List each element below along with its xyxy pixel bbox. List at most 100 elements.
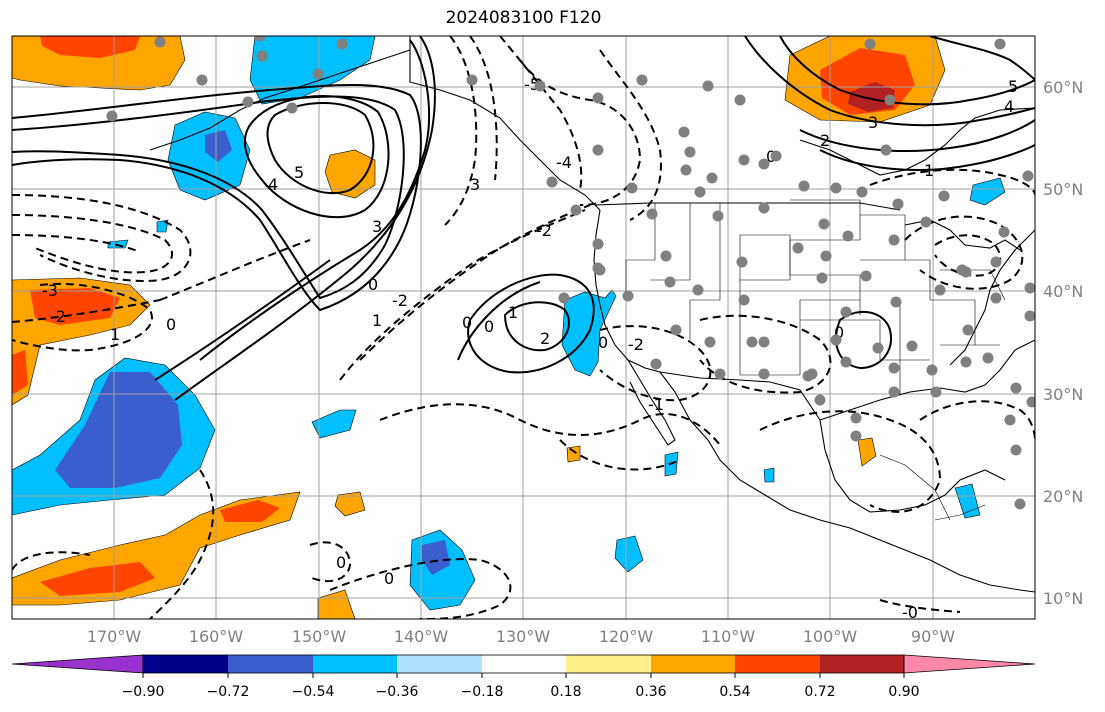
lat-tick-label: 40°N xyxy=(1043,282,1083,301)
negative-anomaly-area xyxy=(167,111,251,201)
latitude-axis: 60°N 50°N 40°N 30°N 20°N 10°N xyxy=(1043,78,1083,608)
station-dot xyxy=(626,182,638,194)
station-dot xyxy=(1010,444,1022,456)
station-dot xyxy=(840,306,852,318)
contour-label: 1 xyxy=(508,303,518,322)
canada-us-border xyxy=(595,202,901,211)
contour-label: 1 xyxy=(372,311,382,330)
contour-label: 0 xyxy=(484,317,494,336)
station-dot xyxy=(814,394,826,406)
station-dot xyxy=(692,284,704,296)
colorbar-segment xyxy=(735,655,820,673)
colorbar-segment xyxy=(820,655,904,673)
station-dot xyxy=(930,386,942,398)
colorbar-tick-label: −0.18 xyxy=(461,684,504,700)
station-dot xyxy=(678,126,690,138)
colorbar-segment xyxy=(482,655,566,673)
positive-anomaly-area xyxy=(324,149,376,199)
station-dot xyxy=(546,176,558,188)
station-dot xyxy=(1014,498,1026,510)
contour-label: 5 xyxy=(1008,77,1018,96)
station-dot xyxy=(926,364,938,376)
station-dot xyxy=(694,186,706,198)
station-dot xyxy=(840,356,852,368)
station-dot xyxy=(884,94,896,106)
station-dot xyxy=(1024,310,1035,322)
contour-label: -2 xyxy=(50,307,66,326)
station-dot xyxy=(842,230,854,242)
station-dot xyxy=(850,430,862,442)
hudson-bay-coast xyxy=(799,107,1035,176)
colorbar-frame xyxy=(142,654,905,674)
station-dot xyxy=(636,74,648,86)
station-dot xyxy=(856,186,868,198)
negative-anomaly-area xyxy=(614,535,644,573)
station-dot xyxy=(702,80,714,92)
lon-tick-label: 140°W xyxy=(394,627,449,646)
station-dot xyxy=(818,218,830,230)
contour-label: 0 xyxy=(166,315,176,334)
station-dot xyxy=(1004,414,1016,426)
station-dot xyxy=(312,68,324,80)
station-dot xyxy=(680,164,692,176)
station-dot xyxy=(982,352,994,364)
station-dot xyxy=(990,292,1002,304)
baja-coast xyxy=(627,359,676,446)
positive-contours xyxy=(12,36,1035,401)
station-dot xyxy=(660,250,672,262)
station-dot xyxy=(956,264,968,276)
station-dot xyxy=(906,340,918,352)
station-dot xyxy=(938,190,950,202)
station-dot xyxy=(242,96,254,108)
station-dot xyxy=(820,250,832,262)
positive-anomaly-core xyxy=(12,350,28,395)
station-dot xyxy=(770,150,782,162)
colorbar-segment xyxy=(313,655,397,673)
negative-anomaly-area xyxy=(969,177,1006,206)
station-dot xyxy=(892,198,904,210)
lon-tick-label: 160°W xyxy=(189,627,244,646)
station-dot xyxy=(106,110,118,122)
station-dot xyxy=(570,204,582,216)
contour-label: 2 xyxy=(820,131,830,150)
negative-anomaly-core xyxy=(422,540,450,575)
contour-label: 0 xyxy=(462,313,472,332)
station-dot xyxy=(890,296,902,308)
colorbar: −0.90 −0.72 −0.54 −0.36 −0.18 0.18 0.36 … xyxy=(11,654,1036,700)
station-dot xyxy=(830,182,842,194)
contour-label: 3 xyxy=(372,217,382,236)
station-dot xyxy=(880,144,892,156)
map-plot-area: 5 4 3 3 0 -2 1 0 1 -3 -2 2 1 0 0 0 -2 -2… xyxy=(12,36,1035,619)
mexico-gulf-coast xyxy=(819,419,1006,513)
station-dot xyxy=(592,144,604,156)
colorbar-over-arrow xyxy=(903,654,1036,674)
station-dot xyxy=(734,94,746,106)
lat-tick-label: 50°N xyxy=(1043,180,1083,199)
contour-label: -2 xyxy=(536,221,552,240)
negative-contours xyxy=(12,36,1035,619)
longitude-axis: 170°W 160°W 150°W 140°W 130°W 120°W 110°… xyxy=(87,627,955,646)
station-dot xyxy=(1010,382,1022,394)
station-dot xyxy=(704,336,716,348)
contour-label: -4 xyxy=(556,153,572,172)
contour-label: 0 xyxy=(834,323,844,342)
aleutian-coast xyxy=(149,49,411,151)
lon-tick-label: 110°W xyxy=(701,627,756,646)
station-dot xyxy=(650,358,662,370)
station-dot xyxy=(646,208,658,220)
lat-tick-label: 20°N xyxy=(1043,487,1083,506)
station-dot xyxy=(994,38,1006,50)
station-dot xyxy=(998,226,1010,238)
lon-tick-label: 100°W xyxy=(803,627,858,646)
positive-anomaly-core xyxy=(40,562,155,596)
station-dot xyxy=(196,74,208,86)
station-dot xyxy=(830,334,842,346)
contour-label: 0 xyxy=(336,553,346,572)
contour-label: -1 xyxy=(648,395,664,414)
station-dot xyxy=(684,146,696,158)
east-coast xyxy=(949,229,1035,366)
gulf-coast xyxy=(819,339,1035,421)
lon-tick-label: 120°W xyxy=(599,627,654,646)
station-dot xyxy=(960,356,972,368)
station-dot xyxy=(714,368,726,380)
